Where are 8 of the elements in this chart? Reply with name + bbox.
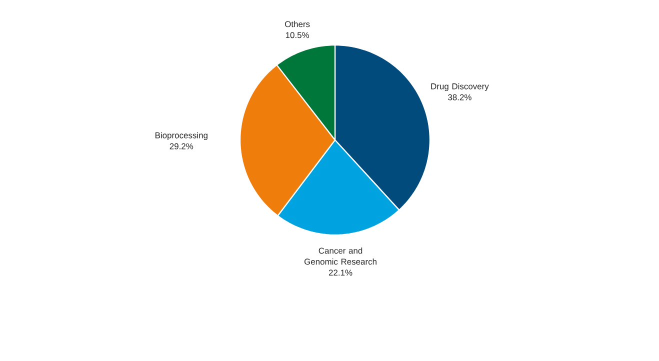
slice-label: Cancer and Genomic Research [304,247,376,265]
data-label: 10.5% [286,32,310,38]
slice-label: Others [285,20,310,28]
data-label: 38.2% [448,94,472,100]
data-label: 22.1% [328,270,352,276]
slice-label: Bioprocessing [155,132,208,140]
data-label: 29.2% [170,143,194,150]
slice-label: Drug Discovery [431,83,489,92]
